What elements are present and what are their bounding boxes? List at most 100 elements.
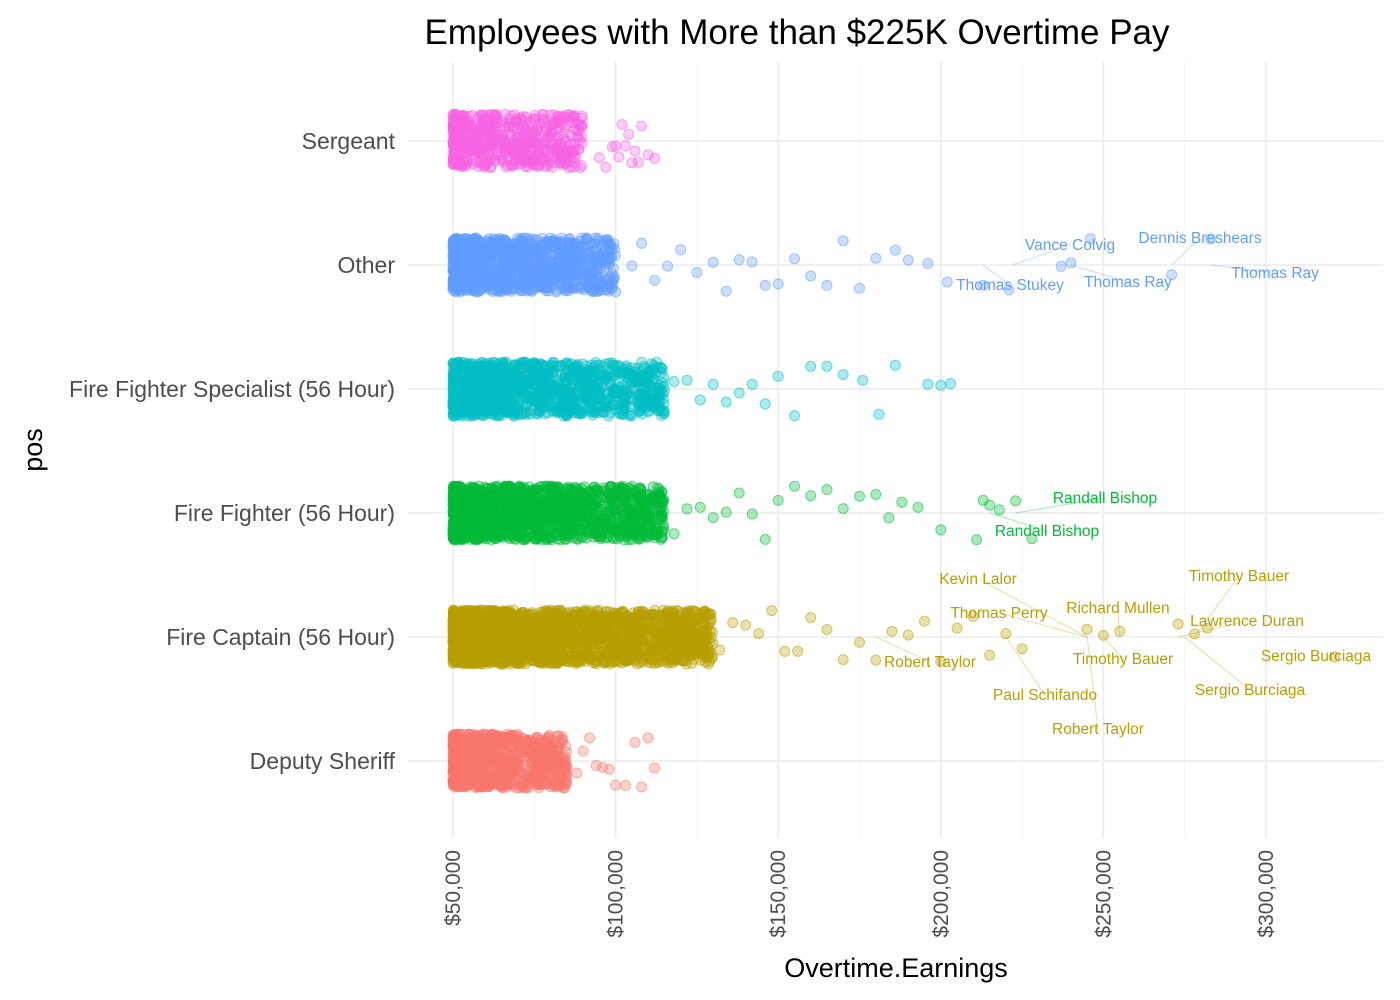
data-point (759, 398, 771, 410)
data-point (642, 518, 654, 530)
data-point (605, 283, 617, 295)
data-point (521, 357, 532, 369)
y-tick-label: Sergeant (302, 128, 396, 154)
data-point (583, 275, 595, 287)
data-point (733, 254, 745, 266)
data-point (447, 408, 459, 420)
data-point (519, 232, 531, 244)
data-point (473, 285, 485, 297)
data-point (772, 494, 784, 506)
data-point (563, 497, 575, 509)
data-point (453, 505, 465, 517)
data-point (646, 364, 657, 376)
data-point (912, 501, 924, 513)
data-point (475, 151, 487, 162)
data-point (594, 359, 606, 371)
data-point (462, 511, 474, 523)
data-point (896, 496, 908, 508)
data-point (789, 480, 800, 492)
data-point (591, 527, 603, 539)
data-point (668, 376, 680, 387)
data-point (681, 503, 693, 515)
data-point (549, 521, 561, 533)
data-point (469, 268, 481, 280)
data-point (606, 531, 618, 543)
data-point (707, 378, 719, 390)
data-point (515, 112, 527, 124)
data-point (550, 269, 562, 281)
data-point (922, 257, 934, 269)
data-point (505, 483, 517, 495)
data-point (476, 398, 488, 410)
data-point (471, 240, 483, 252)
x-tick-label: $50,000 (442, 850, 465, 926)
data-point (854, 490, 865, 502)
data-point (516, 526, 528, 538)
x-tick-label: $250,000 (1092, 850, 1115, 938)
data-point (450, 481, 461, 493)
data-point (623, 369, 635, 381)
data-point (490, 370, 502, 382)
data-point (498, 494, 510, 506)
data-point (656, 367, 667, 379)
data-point (565, 401, 577, 413)
data-point (545, 534, 557, 546)
data-point (675, 244, 687, 256)
y-tick-label: Fire Captain (56 Hour) (166, 624, 395, 650)
data-point (528, 143, 540, 155)
data-point (495, 235, 507, 246)
data-point (553, 493, 565, 505)
x-tick-label: $150,000 (767, 850, 790, 938)
data-point (463, 110, 475, 122)
data-point (546, 400, 558, 412)
data-point (571, 131, 583, 143)
data-point (538, 137, 550, 149)
data-point (578, 369, 590, 381)
data-point (613, 151, 625, 163)
data-point (532, 123, 543, 135)
data-point (587, 285, 598, 297)
data-point (600, 161, 612, 173)
data-point (624, 521, 636, 533)
data-point (649, 274, 661, 286)
data-point (837, 503, 849, 515)
data-point (935, 524, 947, 536)
data-point (544, 512, 556, 524)
data-point (746, 508, 758, 520)
data-point (608, 359, 620, 371)
data-point (517, 383, 529, 395)
data-point (563, 238, 575, 250)
data-point (634, 387, 646, 399)
data-point (889, 359, 901, 371)
data-point (547, 361, 559, 373)
data-point (789, 253, 800, 265)
data-point (626, 260, 638, 272)
data-point (623, 128, 635, 140)
data-point (641, 489, 653, 501)
data-point (733, 487, 745, 499)
data-point (503, 531, 515, 543)
data-point (902, 254, 914, 266)
data-point (577, 499, 589, 511)
data-point (529, 249, 541, 260)
data-point (889, 244, 901, 256)
data-point (464, 282, 475, 294)
data-point (566, 161, 577, 173)
data-point (746, 256, 758, 268)
data-point (513, 399, 525, 411)
data-point (526, 399, 538, 411)
data-point (922, 378, 934, 390)
data-point (502, 383, 513, 395)
data-point (644, 498, 656, 510)
data-point (508, 241, 520, 253)
data-point (1010, 495, 1022, 507)
y-tick-label: Deputy Sheriff (250, 748, 396, 774)
data-point (498, 257, 510, 269)
data-point (503, 518, 515, 530)
data-point (581, 393, 593, 405)
data-point (805, 270, 817, 282)
data-point (568, 524, 580, 536)
data-point (652, 505, 664, 517)
data-point (821, 279, 833, 291)
data-point (720, 285, 732, 297)
